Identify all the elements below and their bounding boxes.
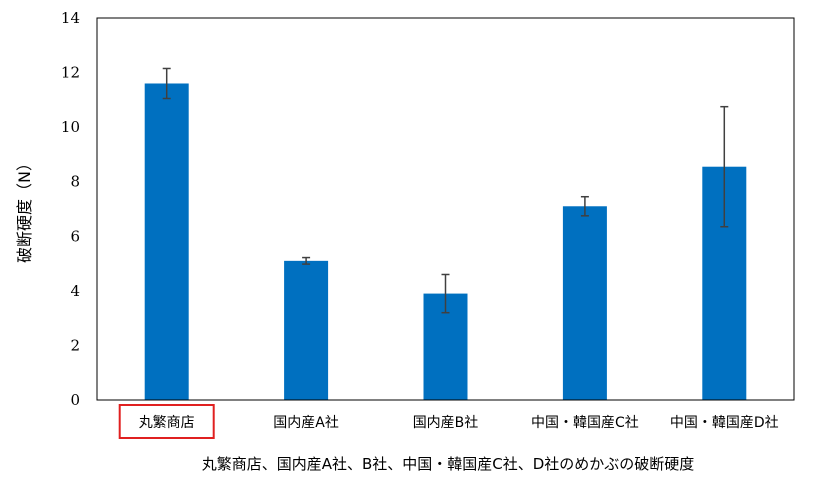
error-bar [580,195,589,217]
bar [562,206,607,400]
bars [144,83,747,400]
y-axis-label: 破断硬度（N） [15,155,34,263]
error-bars [162,67,729,314]
y-tick-label: 4 [70,282,80,300]
category-label: 丸繁商店 [139,415,195,431]
error-bar [441,273,450,314]
bar [144,83,189,400]
plot-frame [96,17,795,401]
error-bar [162,67,171,100]
y-tick-label: 6 [70,227,80,245]
category-label: 国内産B社 [413,415,479,431]
y-tick-label: 12 [61,64,80,82]
chart-caption: 丸繁商店、国内産A社、B社、中国・韓国産C社、D社のめかぶの破断硬度 [202,455,695,473]
y-axis-ticks: 0 2 4 6 8 10 12 14 [61,9,80,409]
error-bar [720,105,729,228]
category-label: 国内産A社 [273,415,339,431]
error-bar [302,256,311,265]
category-labels: 丸繁商店 国内産A社 国内産B社 中国・韓国産C社 中国・韓国産D社 [139,415,779,431]
bar [284,260,329,400]
y-tick-label: 14 [61,9,80,27]
category-label: 中国・韓国産C社 [531,415,639,431]
y-tick-label: 10 [61,118,80,136]
y-tick-label: 8 [70,173,80,191]
y-tick-label: 0 [70,391,80,409]
category-label: 中国・韓国産D社 [670,415,779,431]
y-tick-label: 2 [70,336,80,354]
highlight-box [118,404,215,439]
